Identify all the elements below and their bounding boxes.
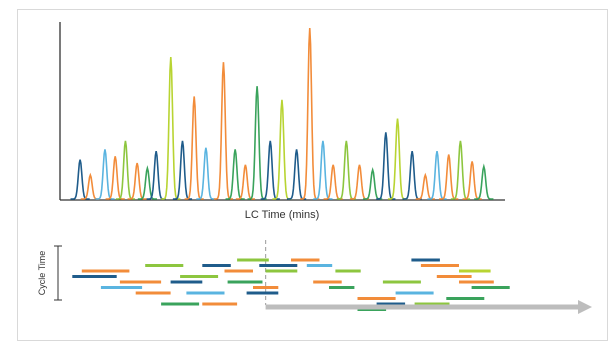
peak-7 <box>137 165 157 200</box>
peak-16 <box>247 86 267 200</box>
x-axis-label: LC Time (mins) <box>245 209 320 221</box>
peak-14 <box>225 149 245 200</box>
time-arrow <box>265 300 592 314</box>
peak-20 <box>300 27 320 200</box>
peak-3 <box>95 149 115 200</box>
cycle-time-label: Cycle Time <box>37 251 47 296</box>
peak-1 <box>70 159 90 200</box>
peak-12 <box>196 147 216 200</box>
peak-18 <box>272 99 292 200</box>
peak-11 <box>184 96 204 200</box>
peak-27 <box>387 118 408 200</box>
peak-23 <box>336 140 356 200</box>
peak-17 <box>260 140 280 200</box>
peak-13 <box>213 62 234 200</box>
peak-33 <box>462 161 482 200</box>
cycle-segments <box>72 258 510 311</box>
figure-frame <box>17 9 608 341</box>
peak-32 <box>450 140 471 200</box>
peak-21 <box>313 140 333 200</box>
peak-25 <box>363 167 383 200</box>
peak-8 <box>146 150 166 200</box>
peak-31 <box>439 154 459 200</box>
peak-26 <box>376 132 396 200</box>
peak-9 <box>161 57 181 200</box>
peak-29 <box>415 172 435 200</box>
peak-series <box>70 27 494 200</box>
peak-28 <box>402 150 422 200</box>
chromatogram-chart: LC Time (mins) <box>59 22 505 221</box>
cycle-time-chart: Cycle Time <box>37 240 592 314</box>
time-arrow-head <box>578 300 592 314</box>
peak-30 <box>427 150 447 200</box>
peak-4 <box>105 156 125 200</box>
peak-34 <box>474 163 494 200</box>
peak-24 <box>349 164 370 200</box>
peak-19 <box>286 149 307 200</box>
peak-6 <box>127 162 147 200</box>
